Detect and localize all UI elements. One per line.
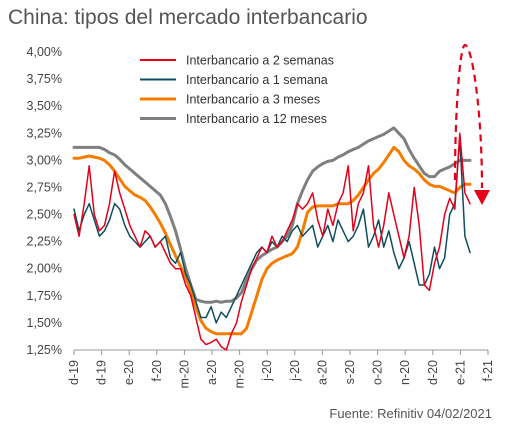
y-tick-label: 3,00% xyxy=(27,153,62,167)
y-tick-label: 2,25% xyxy=(27,235,62,249)
y-tick-label: 3,75% xyxy=(27,72,62,86)
x-tick-label: d-19 xyxy=(95,360,109,385)
x-tick-label: a-20 xyxy=(205,360,219,385)
x-tick-label: o-20 xyxy=(371,360,385,385)
x-tick-label: a-20 xyxy=(315,360,329,385)
y-tick-label: 2,00% xyxy=(27,262,62,276)
y-tick-label: 1,50% xyxy=(27,316,62,330)
y-tick-label: 3,25% xyxy=(27,126,62,140)
legend: Interbancario a 2 semanas Interbancario a… xyxy=(140,54,334,126)
x-axis: d-19 d-19 e-20 f-20 m-20 a-20 m-20 j-20 j-20 a-20… xyxy=(67,349,495,389)
x-tick-label: f-20 xyxy=(150,360,164,382)
x-tick-label: e-20 xyxy=(122,360,136,385)
x-tick-label: d-20 xyxy=(426,360,440,385)
legend-label: Interbancario a 3 meses xyxy=(186,93,320,107)
legend-label: Interbancario a 2 semanas xyxy=(186,54,334,68)
x-tick-label: j-20 xyxy=(260,360,274,382)
x-tick-label: n-20 xyxy=(398,360,412,385)
annotation-layer xyxy=(453,43,490,205)
x-tick-label: f-21 xyxy=(481,360,495,382)
annotation-arrowhead xyxy=(474,190,490,205)
y-tick-label: 2,50% xyxy=(27,208,62,222)
legend-label: Interbancario a 12 meses xyxy=(186,112,327,126)
y-tick-label: 1,25% xyxy=(27,343,62,357)
source-note: Fuente: Refinitiv 04/02/2021 xyxy=(329,406,492,421)
y-tick-label: 2,75% xyxy=(27,180,62,194)
x-tick-label: m-20 xyxy=(233,360,247,389)
x-tick-label: e-21 xyxy=(453,360,467,385)
legend-label: Interbancario a 1 semana xyxy=(186,73,328,87)
annotation-dashed-curve xyxy=(453,43,484,189)
x-tick-label: d-19 xyxy=(67,360,81,385)
series-line xyxy=(72,126,472,304)
chart-title: China: tipos del mercado interbancario xyxy=(8,6,368,29)
y-tick-label: 4,00% xyxy=(27,45,62,59)
y-tick-label: 1,75% xyxy=(27,289,62,303)
series-layer xyxy=(72,126,472,351)
series-line xyxy=(72,145,472,336)
x-tick-label: j-20 xyxy=(288,360,302,382)
series-line xyxy=(73,132,471,351)
x-tick-label: s-20 xyxy=(343,360,357,384)
x-tick-label: m-20 xyxy=(177,360,191,389)
y-axis: 4,00% 3,75% 3,50% 3,25% 3,00% 2,75% 2,50% 2,25%… xyxy=(27,45,62,357)
y-tick-label: 3,50% xyxy=(27,99,62,113)
